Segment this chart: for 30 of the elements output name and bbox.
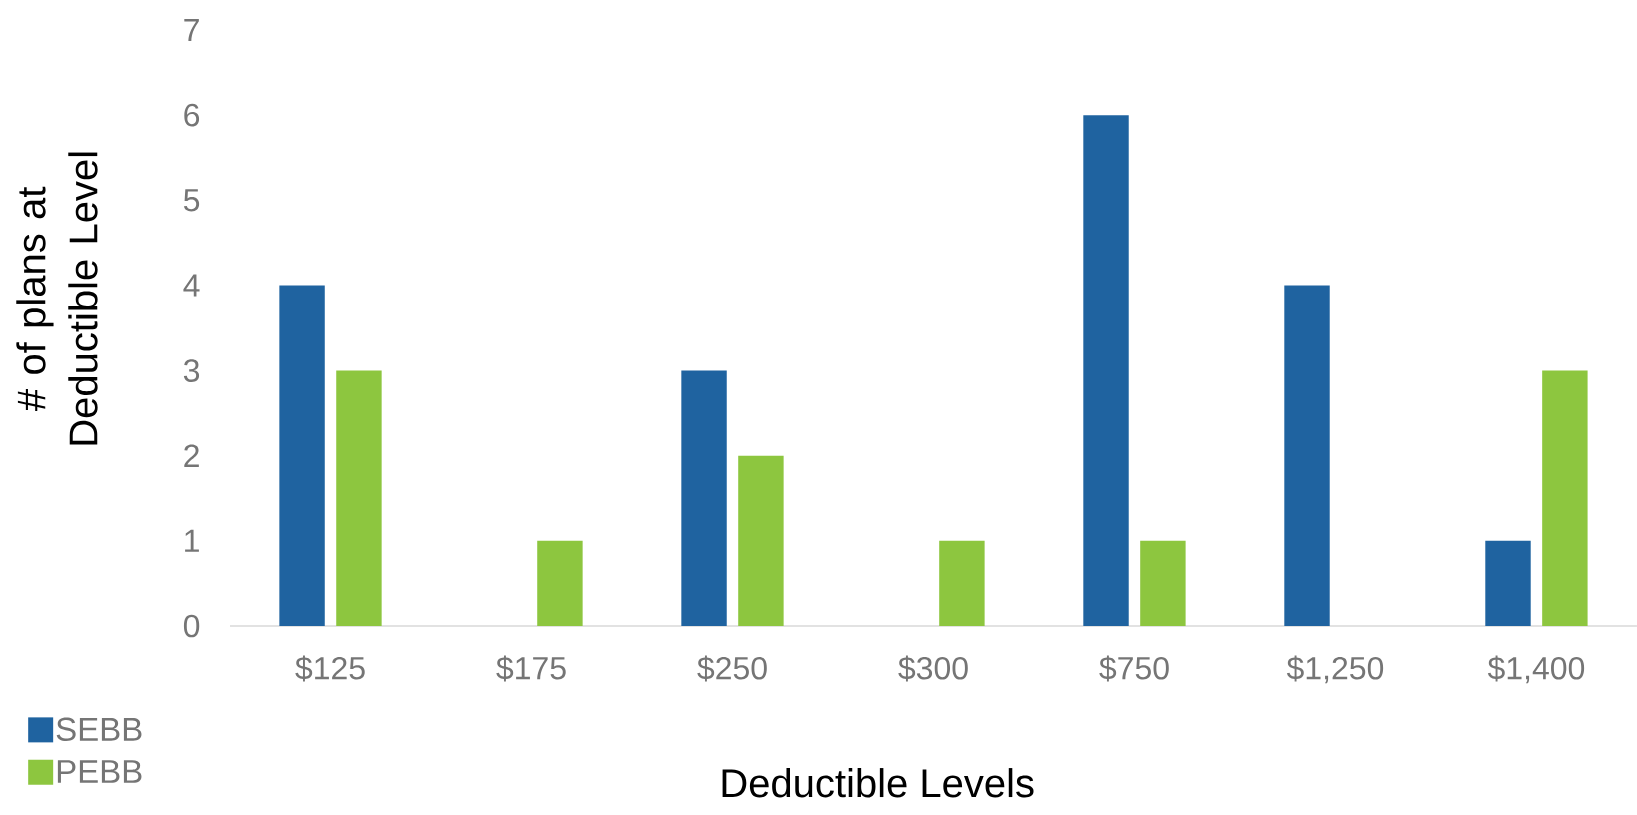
bar xyxy=(939,540,985,626)
bar xyxy=(738,455,784,626)
x-tick-label: $125 xyxy=(295,655,365,682)
y-axis-title: # of plans at Deductible Level xyxy=(16,152,98,445)
y-tick-label: 6 xyxy=(184,103,200,127)
legend-label: PEBB xyxy=(57,760,142,783)
bar xyxy=(279,285,325,626)
y-tick-label: 3 xyxy=(183,359,200,382)
y-tick-label: 4 xyxy=(183,274,200,297)
x-axis-title: Deductible Levels xyxy=(722,768,1034,798)
bar xyxy=(1485,540,1531,626)
x-tick-label: $1,400 xyxy=(1487,655,1585,684)
bar xyxy=(1140,540,1186,626)
x-tick-label: $1,250 xyxy=(1286,655,1384,684)
y-tick-label: 7 xyxy=(184,19,199,42)
x-tick-label: $750 xyxy=(1099,655,1169,682)
bar xyxy=(1083,115,1129,626)
bar xyxy=(537,540,583,626)
y-tick-label: 5 xyxy=(183,189,200,212)
x-tick-label: $250 xyxy=(697,655,767,682)
x-tick-label: $175 xyxy=(496,655,566,682)
y-tick-label: 1 xyxy=(185,529,199,552)
legend-label: SEBB xyxy=(56,717,142,741)
bar xyxy=(1284,285,1330,626)
bar xyxy=(336,370,382,626)
bar xyxy=(1542,370,1588,626)
x-tick-label: $300 xyxy=(898,655,968,682)
y-tick-label: 2 xyxy=(184,444,199,467)
y-tick-label: 0 xyxy=(183,614,200,638)
bar xyxy=(681,370,727,626)
